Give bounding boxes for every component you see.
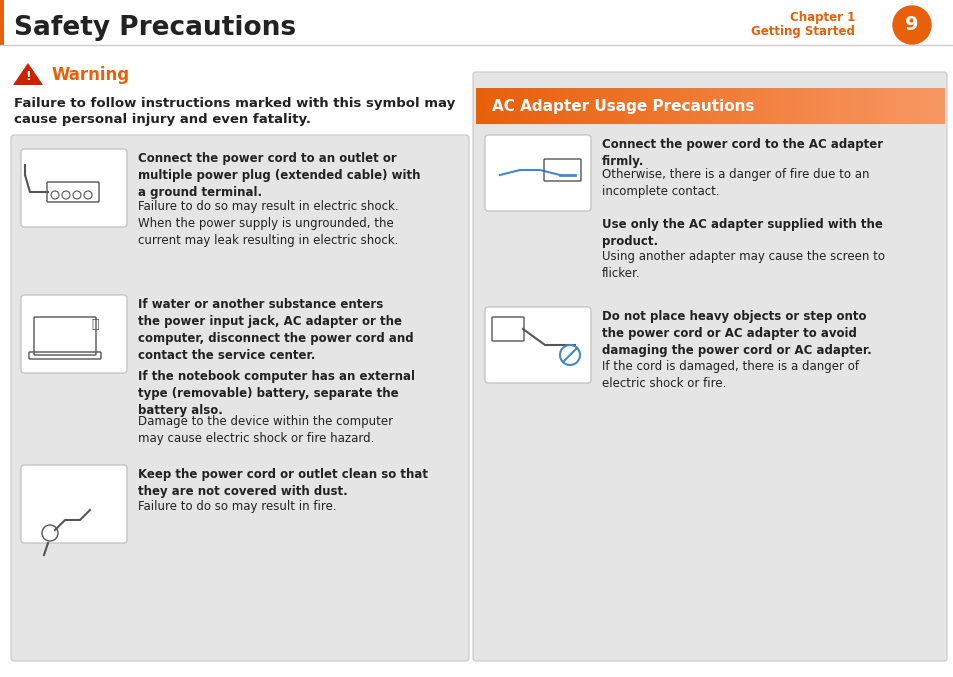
FancyBboxPatch shape [881,88,889,124]
FancyBboxPatch shape [679,88,687,124]
Text: Keep the power cord or outlet clean so that
they are not covered with dust.: Keep the power cord or outlet clean so t… [138,468,428,498]
FancyBboxPatch shape [577,88,585,124]
FancyBboxPatch shape [546,88,555,124]
FancyBboxPatch shape [554,88,562,124]
FancyBboxPatch shape [530,88,538,124]
FancyBboxPatch shape [904,88,913,124]
FancyBboxPatch shape [655,88,663,124]
FancyBboxPatch shape [819,88,827,124]
FancyBboxPatch shape [888,88,898,124]
FancyBboxPatch shape [647,88,656,124]
Text: Using another adapter may cause the screen to
flicker.: Using another adapter may cause the scre… [601,250,884,280]
FancyBboxPatch shape [858,88,866,124]
FancyBboxPatch shape [811,88,820,124]
FancyBboxPatch shape [21,295,127,373]
Text: 🧑: 🧑 [91,318,99,332]
FancyBboxPatch shape [484,307,590,383]
Text: Failure to follow instructions marked with this symbol may: Failure to follow instructions marked wi… [14,97,455,110]
Text: If the notebook computer has an external
type (removable) battery, separate the
: If the notebook computer has an external… [138,370,415,417]
FancyBboxPatch shape [491,88,500,124]
FancyBboxPatch shape [483,88,492,124]
FancyBboxPatch shape [484,135,590,211]
FancyBboxPatch shape [780,88,788,124]
FancyBboxPatch shape [686,88,695,124]
FancyBboxPatch shape [616,88,624,124]
FancyBboxPatch shape [763,88,773,124]
FancyBboxPatch shape [709,88,718,124]
Text: cause personal injury and even fatality.: cause personal injury and even fatality. [14,113,311,126]
FancyBboxPatch shape [608,88,617,124]
Text: Getting Started: Getting Started [750,26,854,39]
FancyBboxPatch shape [21,149,127,227]
FancyBboxPatch shape [584,88,594,124]
FancyBboxPatch shape [670,88,679,124]
FancyBboxPatch shape [522,88,531,124]
FancyBboxPatch shape [912,88,921,124]
FancyBboxPatch shape [498,88,508,124]
Text: Connect the power cord to the AC adapter
firmly.: Connect the power cord to the AC adapter… [601,138,882,168]
Polygon shape [13,63,43,85]
FancyBboxPatch shape [841,88,850,124]
FancyBboxPatch shape [896,88,905,124]
FancyBboxPatch shape [927,88,936,124]
FancyBboxPatch shape [865,88,874,124]
FancyBboxPatch shape [569,88,578,124]
FancyBboxPatch shape [623,88,633,124]
FancyBboxPatch shape [920,88,928,124]
Text: AC Adapter Usage Precautions: AC Adapter Usage Precautions [492,98,754,114]
FancyBboxPatch shape [740,88,749,124]
FancyBboxPatch shape [631,88,640,124]
FancyBboxPatch shape [600,88,609,124]
FancyBboxPatch shape [0,0,953,45]
Text: 9: 9 [904,16,918,35]
FancyBboxPatch shape [873,88,882,124]
Text: Otherwise, there is a danger of fire due to an
incomplete contact.: Otherwise, there is a danger of fire due… [601,168,868,198]
FancyBboxPatch shape [772,88,781,124]
FancyBboxPatch shape [756,88,765,124]
Text: Warning: Warning [52,66,130,84]
FancyBboxPatch shape [476,88,484,124]
Text: Do not place heavy objects or step onto
the power cord or AC adapter to avoid
da: Do not place heavy objects or step onto … [601,310,871,357]
FancyBboxPatch shape [11,135,469,661]
FancyBboxPatch shape [834,88,842,124]
Text: !: ! [25,70,30,83]
FancyBboxPatch shape [849,88,859,124]
FancyBboxPatch shape [725,88,734,124]
FancyBboxPatch shape [593,88,601,124]
FancyBboxPatch shape [795,88,803,124]
Text: Failure to do so may result in fire.: Failure to do so may result in fire. [138,500,336,513]
FancyBboxPatch shape [561,88,570,124]
FancyBboxPatch shape [701,88,710,124]
Text: Connect the power cord to an outlet or
multiple power plug (extended cable) with: Connect the power cord to an outlet or m… [138,152,420,199]
FancyBboxPatch shape [826,88,835,124]
Text: Safety Precautions: Safety Precautions [14,15,295,41]
Text: If the cord is damaged, there is a danger of
electric shock or fire.: If the cord is damaged, there is a dange… [601,360,858,390]
FancyBboxPatch shape [787,88,796,124]
FancyBboxPatch shape [515,88,523,124]
FancyBboxPatch shape [0,0,4,45]
FancyBboxPatch shape [473,72,946,661]
FancyBboxPatch shape [662,88,671,124]
Text: Failure to do so may result in electric shock.
When the power supply is unground: Failure to do so may result in electric … [138,200,398,247]
FancyBboxPatch shape [717,88,726,124]
Text: Use only the AC adapter supplied with the
product.: Use only the AC adapter supplied with th… [601,218,882,248]
FancyBboxPatch shape [0,0,4,45]
FancyBboxPatch shape [21,465,127,543]
Text: Chapter 1: Chapter 1 [789,12,854,24]
FancyBboxPatch shape [748,88,757,124]
Circle shape [892,6,930,44]
Text: Damage to the device within the computer
may cause electric shock or fire hazard: Damage to the device within the computer… [138,415,393,445]
FancyBboxPatch shape [802,88,812,124]
FancyBboxPatch shape [733,88,741,124]
FancyBboxPatch shape [694,88,702,124]
Text: If water or another substance enters
the power input jack, AC adapter or the
com: If water or another substance enters the… [138,298,414,362]
FancyBboxPatch shape [935,88,944,124]
FancyBboxPatch shape [507,88,516,124]
FancyBboxPatch shape [639,88,648,124]
FancyBboxPatch shape [537,88,547,124]
